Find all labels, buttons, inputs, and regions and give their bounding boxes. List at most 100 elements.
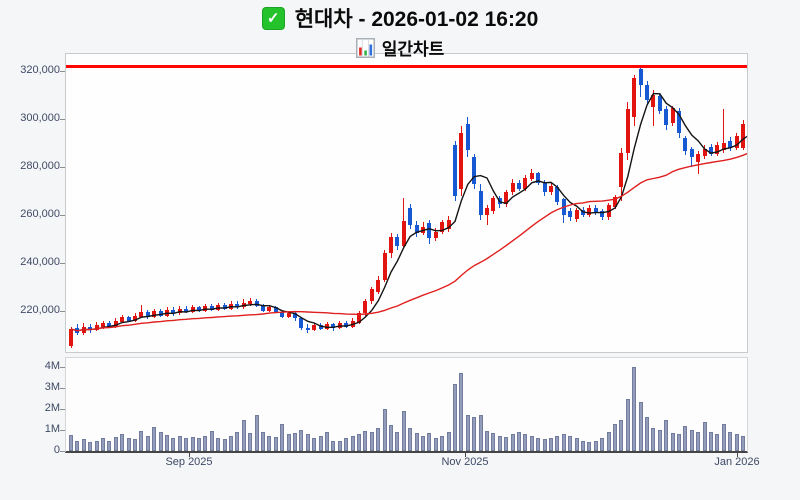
candle-body xyxy=(593,207,598,213)
candle-body xyxy=(497,198,502,205)
volume-bar xyxy=(101,438,105,451)
volume-bar xyxy=(472,417,477,451)
candle-body xyxy=(625,109,630,153)
volume-bar xyxy=(325,432,329,451)
volume-bar xyxy=(376,427,381,451)
candle-body xyxy=(318,325,323,329)
candle-body xyxy=(395,236,400,247)
y-axis-tick xyxy=(60,215,65,216)
volume-bar xyxy=(81,439,86,451)
candle-body xyxy=(491,198,496,212)
y-axis-label: 260,000 xyxy=(20,208,60,220)
volume-bar xyxy=(126,438,131,451)
candle-body xyxy=(203,306,208,311)
slow-ma-line xyxy=(70,152,747,332)
check-icon: ✓ xyxy=(261,6,285,30)
y-axis-label: 220,000 xyxy=(20,304,60,316)
candle-body xyxy=(651,95,656,107)
candle-body xyxy=(120,317,125,322)
volume-bar xyxy=(357,434,361,451)
volume-bar xyxy=(709,432,713,451)
volume-bar xyxy=(293,433,297,451)
volume-bar xyxy=(254,415,259,451)
volume-bar xyxy=(216,438,221,451)
price-chart-panel[interactable] xyxy=(65,53,748,353)
candle-body xyxy=(337,323,342,328)
volume-bar xyxy=(107,440,112,451)
volume-bar xyxy=(645,417,649,451)
volume-axis-tick xyxy=(60,388,65,389)
candle-body xyxy=(433,231,438,238)
volume-panel[interactable] xyxy=(65,357,748,453)
candle-body xyxy=(165,309,169,316)
volume-bar xyxy=(427,433,432,451)
volume-bar xyxy=(510,434,515,451)
candle-body xyxy=(299,318,304,328)
y-axis-label: 280,000 xyxy=(20,160,60,172)
candle-body xyxy=(542,182,547,193)
volume-bar xyxy=(529,436,534,451)
volume-bar xyxy=(453,383,457,451)
volume-bar xyxy=(574,438,579,451)
volume-bar xyxy=(197,438,201,451)
candle-body xyxy=(235,303,240,308)
candle-body xyxy=(529,173,534,179)
volume-bar xyxy=(133,439,137,451)
volume-bar xyxy=(638,401,643,451)
candle-body xyxy=(587,207,592,215)
candle-body xyxy=(293,313,297,319)
volume-bar xyxy=(568,436,573,451)
candle-body xyxy=(549,186,553,193)
volume-bar xyxy=(401,411,406,451)
candle-body xyxy=(81,326,86,333)
volume-bar xyxy=(165,435,169,451)
volume-bar xyxy=(158,432,163,451)
candle-body xyxy=(113,320,118,327)
volume-bar xyxy=(747,430,748,451)
y-axis-label: 240,000 xyxy=(20,256,60,268)
volume-bar xyxy=(523,434,528,451)
candle-body xyxy=(632,78,637,117)
candle-body xyxy=(421,227,425,233)
volume-bar xyxy=(152,426,157,451)
candle-body xyxy=(312,325,317,331)
candle-body xyxy=(574,210,579,219)
candle-body xyxy=(523,177,528,189)
candle-body xyxy=(107,323,112,327)
candle-body xyxy=(657,96,662,111)
candle-body xyxy=(664,109,669,125)
candle-body xyxy=(133,315,137,321)
candle-body xyxy=(389,236,393,254)
candle-body xyxy=(485,207,489,215)
volume-bar xyxy=(395,432,400,451)
candle-body xyxy=(440,222,445,232)
candle-body xyxy=(677,110,681,134)
volume-bar xyxy=(318,436,323,451)
candle-body xyxy=(152,311,157,317)
x-axis-label: Jan 2026 xyxy=(714,456,760,468)
candle-body xyxy=(357,313,361,323)
volume-bar xyxy=(280,423,285,451)
volume-bar xyxy=(606,432,611,451)
volume-bar xyxy=(715,434,720,451)
volume-bar xyxy=(69,435,73,451)
candle-body xyxy=(184,308,189,313)
candle-body xyxy=(369,289,374,302)
volume-bar xyxy=(625,398,630,451)
volume-bar xyxy=(734,434,739,451)
candle-body xyxy=(408,207,413,225)
candle-body xyxy=(248,301,253,304)
candle-body xyxy=(197,307,201,311)
x-axis-label: Sep 2025 xyxy=(165,456,213,468)
candle-body xyxy=(517,182,521,189)
volume-bar xyxy=(331,440,336,451)
candle-body xyxy=(721,143,726,151)
candle-body xyxy=(600,211,605,218)
candle-body xyxy=(88,326,93,331)
candle-body xyxy=(177,308,182,314)
title-row: ✓ 현대차 - 2026-01-02 16:20 xyxy=(0,3,800,33)
volume-bar xyxy=(350,436,355,451)
y-axis-tick xyxy=(60,71,65,72)
volume-bar xyxy=(657,430,662,451)
candle-body xyxy=(414,224,419,233)
